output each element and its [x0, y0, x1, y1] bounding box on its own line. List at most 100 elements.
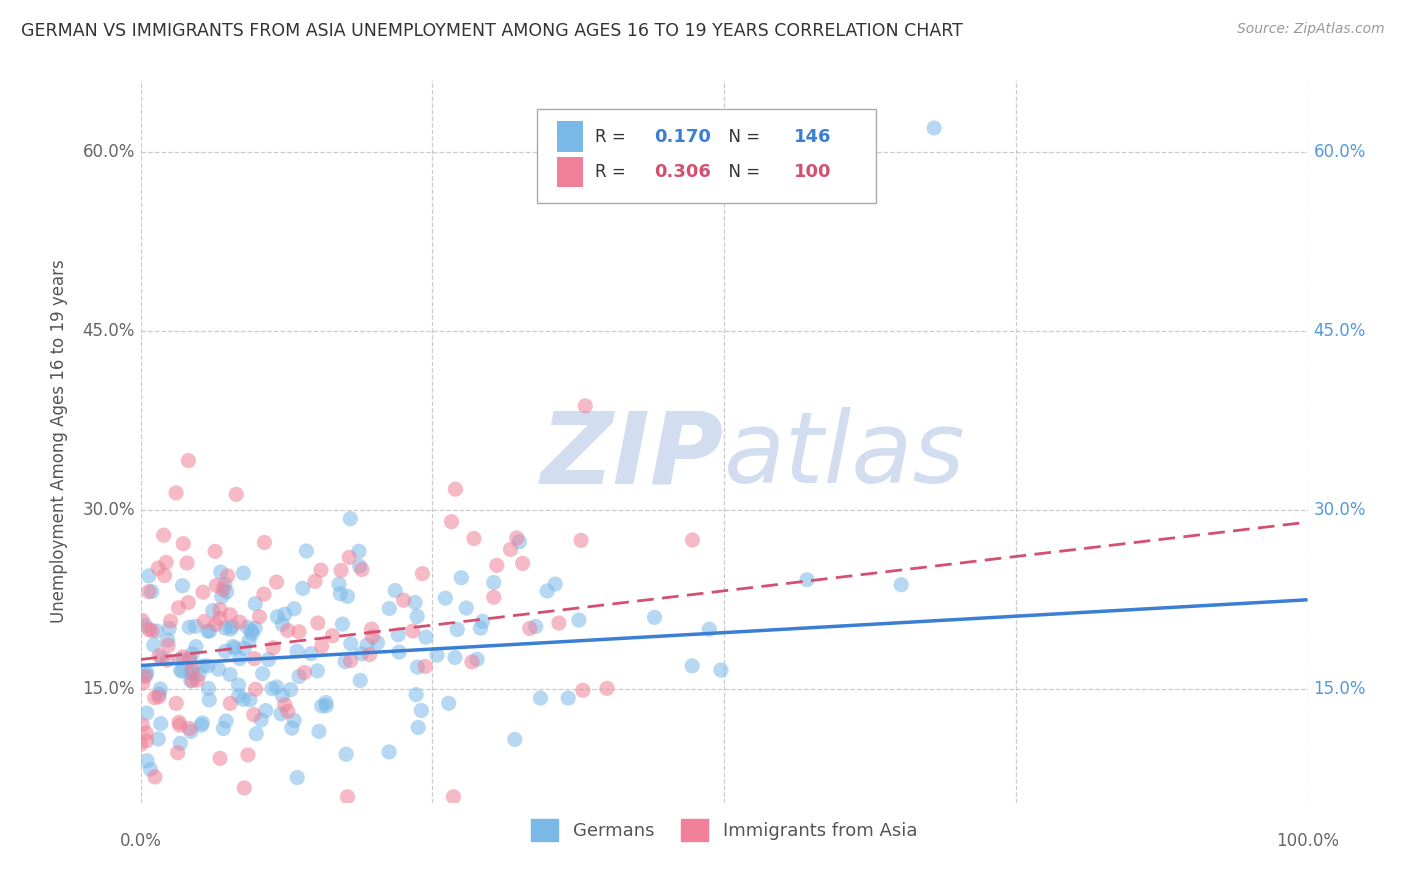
- Point: [359, 648, 381, 662]
- Point: [281, 721, 304, 735]
- Point: [299, 647, 322, 661]
- Point: [157, 622, 180, 636]
- Point: [153, 568, 176, 582]
- Point: [233, 780, 256, 795]
- Legend: Germans, Immigrants from Asia: Germans, Immigrants from Asia: [524, 812, 924, 848]
- Point: [181, 666, 204, 681]
- Text: 146: 146: [794, 128, 831, 145]
- Point: [890, 577, 912, 591]
- Text: 100: 100: [794, 163, 831, 181]
- Point: [169, 736, 191, 750]
- Text: 15.0%: 15.0%: [83, 681, 135, 698]
- Point: [149, 681, 172, 696]
- Point: [266, 609, 288, 624]
- Point: [193, 615, 215, 629]
- Point: [243, 597, 266, 611]
- Point: [434, 591, 457, 606]
- Point: [236, 620, 259, 634]
- Point: [180, 673, 202, 688]
- Point: [482, 590, 505, 604]
- Text: 0.170: 0.170: [654, 128, 711, 145]
- Point: [179, 722, 201, 736]
- Point: [333, 655, 356, 669]
- Point: [190, 718, 212, 732]
- Point: [149, 716, 172, 731]
- Point: [336, 589, 359, 603]
- Point: [243, 651, 266, 665]
- Point: [181, 673, 204, 688]
- Point: [335, 747, 357, 762]
- Point: [406, 660, 429, 674]
- Point: [201, 603, 224, 617]
- Point: [544, 577, 567, 591]
- Point: [295, 544, 318, 558]
- Point: [315, 696, 337, 710]
- Point: [165, 697, 187, 711]
- Point: [179, 620, 201, 634]
- Point: [328, 577, 350, 591]
- Point: [557, 691, 579, 706]
- Point: [212, 582, 235, 597]
- Point: [288, 669, 311, 683]
- Point: [146, 561, 169, 575]
- Point: [222, 640, 245, 654]
- Point: [260, 681, 283, 696]
- Point: [465, 652, 488, 666]
- Point: [339, 654, 361, 668]
- Point: [247, 609, 270, 624]
- Point: [596, 681, 619, 696]
- Text: GERMAN VS IMMIGRANTS FROM ASIA UNEMPLOYMENT AMONG AGES 16 TO 19 YEARS CORRELATIO: GERMAN VS IMMIGRANTS FROM ASIA UNEMPLOYM…: [21, 22, 963, 40]
- Point: [177, 596, 200, 610]
- Point: [229, 615, 252, 630]
- Point: [211, 590, 233, 604]
- Point: [228, 678, 250, 692]
- Point: [177, 652, 200, 666]
- Text: 15.0%: 15.0%: [1313, 681, 1365, 698]
- Point: [415, 630, 437, 644]
- Point: [198, 693, 221, 707]
- Point: [270, 706, 292, 721]
- Point: [506, 531, 529, 545]
- Text: atlas: atlas: [724, 408, 966, 505]
- Point: [349, 673, 371, 688]
- Text: N =: N =: [718, 128, 766, 145]
- Point: [169, 718, 191, 732]
- Point: [169, 663, 191, 677]
- Point: [499, 542, 522, 557]
- Point: [922, 121, 945, 136]
- Point: [336, 789, 359, 804]
- Point: [440, 515, 463, 529]
- Point: [215, 585, 238, 599]
- Point: [197, 681, 219, 696]
- Point: [277, 704, 299, 718]
- Point: [426, 648, 449, 663]
- Point: [129, 738, 152, 752]
- Point: [159, 614, 181, 628]
- Point: [253, 587, 276, 601]
- Text: Source: ZipAtlas.com: Source: ZipAtlas.com: [1237, 22, 1385, 37]
- Point: [437, 696, 460, 710]
- Point: [387, 628, 409, 642]
- Point: [209, 565, 232, 579]
- Text: R =: R =: [595, 163, 630, 181]
- Point: [406, 609, 429, 624]
- Point: [229, 651, 252, 665]
- Point: [191, 659, 214, 673]
- Point: [404, 595, 426, 609]
- Point: [311, 698, 333, 713]
- Point: [309, 563, 332, 577]
- Point: [361, 630, 384, 644]
- Point: [177, 453, 200, 467]
- Point: [181, 647, 204, 661]
- Point: [413, 659, 436, 673]
- Point: [681, 659, 703, 673]
- Point: [366, 636, 388, 650]
- Point: [215, 714, 238, 728]
- Point: [238, 633, 260, 648]
- Point: [135, 726, 157, 740]
- Point: [572, 683, 595, 698]
- Point: [262, 640, 284, 655]
- Point: [444, 650, 467, 665]
- Point: [283, 714, 305, 728]
- Point: [143, 770, 166, 784]
